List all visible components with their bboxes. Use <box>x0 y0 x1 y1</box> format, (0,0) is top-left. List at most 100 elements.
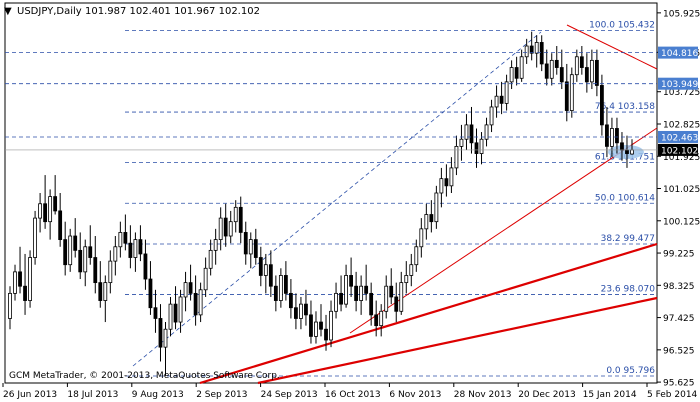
candle-body <box>339 292 343 305</box>
candle-body <box>138 239 143 255</box>
candle-body <box>354 285 359 301</box>
price-marker-box <box>658 143 698 156</box>
candle-body <box>233 206 238 223</box>
candle-body <box>414 246 419 266</box>
y-tick-label: 101.925 <box>663 153 700 163</box>
candle-body <box>449 167 454 187</box>
x-tick-label: 15 Jan 2014 <box>583 390 637 400</box>
price-marker-label: 103.949 <box>661 80 698 90</box>
candle-body <box>384 285 389 312</box>
price-marker-label: 102.102 <box>661 146 698 156</box>
candle-body <box>33 217 37 258</box>
candle-body <box>359 285 364 301</box>
candle-body <box>519 56 524 79</box>
candle-body <box>193 292 198 316</box>
candle-body <box>579 56 584 68</box>
candle-body <box>424 214 429 230</box>
candle-body <box>133 239 138 258</box>
candle-body <box>203 267 208 291</box>
candle-body <box>429 214 434 223</box>
candle-body <box>319 321 323 330</box>
candle-body <box>158 318 163 348</box>
candle-body <box>38 203 43 219</box>
candle-body <box>599 85 604 126</box>
y-tick-label: 96.525 <box>663 346 695 356</box>
candle-body <box>559 67 564 83</box>
candle-body <box>128 242 133 258</box>
candle-body <box>324 328 328 341</box>
candle-body <box>364 285 369 294</box>
trendline-upper-resistance[interactable] <box>566 24 658 70</box>
x-tick-label: 2 Sep 2013 <box>196 390 247 400</box>
candle-body <box>294 307 298 319</box>
candle-body <box>273 285 278 301</box>
candle-body <box>584 67 589 83</box>
candle-body <box>309 314 313 337</box>
candle-body <box>53 196 58 212</box>
fib-level-label: 0.0 95.796 <box>606 366 655 376</box>
x-tick-label: 24 Sep 2013 <box>261 390 318 400</box>
candle-body <box>13 271 17 294</box>
candle-body <box>434 192 439 223</box>
candle-body <box>620 142 624 151</box>
candle-body <box>123 232 128 244</box>
x-tick-label: 18 Jul 2013 <box>67 390 118 400</box>
candle-body <box>23 285 27 301</box>
candle-body <box>243 232 248 255</box>
candle-body <box>304 303 308 316</box>
candle-body <box>299 303 303 319</box>
candle-body <box>469 124 474 144</box>
candle-body <box>198 289 203 316</box>
candle-body <box>188 282 193 294</box>
trendline-channel-lower[interactable] <box>257 296 658 385</box>
candle-body <box>514 67 519 79</box>
trendline-channel-upper[interactable] <box>199 242 658 385</box>
price-marker-label: 102.463 <box>661 133 698 143</box>
candle-body <box>18 271 22 287</box>
candle-body <box>549 59 554 79</box>
candle-body <box>218 217 223 241</box>
candle-body <box>344 275 348 305</box>
candle-body <box>108 260 113 284</box>
fib-level-label: 38.2 99.477 <box>601 234 655 244</box>
collapse-toggle-icon[interactable]: ▼ <box>4 6 12 17</box>
candle-body <box>288 292 293 309</box>
candle-body <box>278 275 283 301</box>
candle-body <box>148 278 153 309</box>
candle-body <box>153 307 158 319</box>
candle-body <box>248 239 253 255</box>
candle-body <box>314 321 318 337</box>
candle-body <box>574 56 579 76</box>
candle-body <box>168 303 173 330</box>
y-tick-label: 102.825 <box>663 120 700 130</box>
candle-body <box>594 59 599 86</box>
copyright-footer: GCM MetaTrader, © 2001-2013, MetaQuotes … <box>9 371 280 381</box>
candle-body <box>349 275 354 287</box>
candle-body <box>263 264 268 276</box>
candle-body <box>509 67 514 83</box>
candle-body <box>524 45 529 58</box>
candle-body <box>118 232 123 248</box>
candle-body <box>589 59 594 83</box>
candle-body <box>374 314 379 327</box>
candle-body <box>83 246 88 273</box>
candle-body <box>529 45 534 54</box>
y-tick-label: 99.225 <box>663 250 695 260</box>
candle-body <box>93 257 98 284</box>
candle-body <box>68 235 73 266</box>
candle-body <box>394 296 399 312</box>
candle-body <box>569 74 574 111</box>
fib-level-label: 76.4 103.158 <box>595 102 655 112</box>
candle-body <box>223 217 228 237</box>
candle-body <box>228 221 233 237</box>
candle-body <box>554 59 559 68</box>
candle-body <box>143 253 148 280</box>
plot-frame <box>4 2 658 384</box>
candle-body <box>183 282 188 298</box>
candle-body <box>625 149 629 154</box>
fib-level-label: 50.0 100.614 <box>595 193 655 203</box>
candle-body <box>163 328 168 348</box>
